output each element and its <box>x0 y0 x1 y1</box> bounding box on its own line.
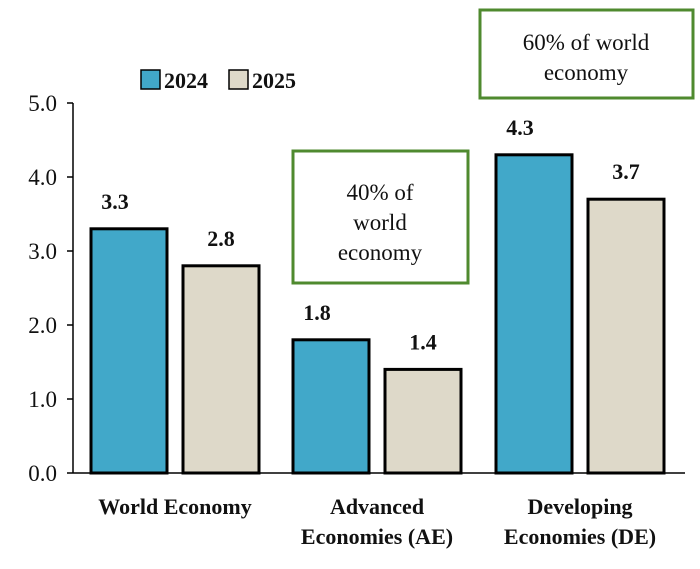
y-tick-label: 1.0 <box>28 387 57 412</box>
annotation-box: 60% of world economy <box>478 8 695 100</box>
data-label: 4.3 <box>506 115 534 140</box>
legend-swatch-2024 <box>140 69 161 90</box>
y-axis: 0.0 1.0 2.0 3.0 4.0 5.0 <box>28 91 74 486</box>
x-tick-label: Advanced Economies (AE) <box>301 494 453 549</box>
x-axis: World Economy Advanced Economies (AE) Devel… <box>73 472 685 549</box>
annotation-box: 40% of world economy <box>291 149 470 285</box>
y-tick-label: 2.0 <box>28 313 57 338</box>
data-label: 1.8 <box>303 300 331 325</box>
bar-2024-0 <box>89 227 169 475</box>
x-tick-label: Developing Economies (DE) <box>504 494 656 549</box>
annotation-frame <box>478 8 695 100</box>
bar-2025-0 <box>181 264 261 475</box>
bar-2024-2 <box>494 153 574 475</box>
data-label: 3.3 <box>101 189 129 214</box>
y-tick-label: 3.0 <box>28 239 57 264</box>
data-label: 2.8 <box>207 226 235 251</box>
legend-swatch-2025 <box>228 69 249 90</box>
legend: 2024 2025 <box>140 68 296 93</box>
value-labels: 3.3 1.8 4.3 2.8 1.4 3.7 <box>101 115 640 355</box>
bar-2025-1 <box>383 367 463 475</box>
annotations: 40% of world economy 60% of world economy <box>291 8 695 285</box>
x-tick-label: World Economy <box>98 494 251 519</box>
annotation-text: 60% of world economy <box>523 30 650 85</box>
data-label: 3.7 <box>612 159 640 184</box>
annotation-text: 40% of world economy <box>338 180 423 265</box>
legend-label-2024: 2024 <box>164 68 208 93</box>
y-tick-label: 5.0 <box>28 91 57 116</box>
bar-2024-1 <box>291 338 371 475</box>
bar-2025-2 <box>586 197 666 475</box>
annotation-frame <box>291 149 470 285</box>
y-tick-label: 0.0 <box>28 461 57 486</box>
y-tick-label: 4.0 <box>28 165 57 190</box>
bars <box>89 153 666 475</box>
data-label: 1.4 <box>409 329 437 354</box>
legend-label-2025: 2025 <box>252 68 296 93</box>
